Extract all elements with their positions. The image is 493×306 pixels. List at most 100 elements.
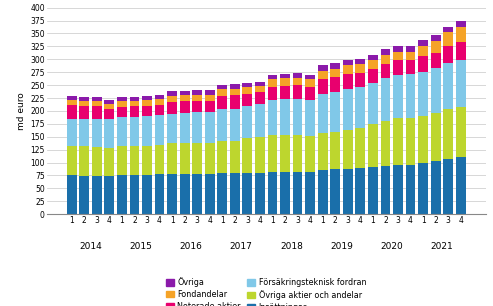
Bar <box>117 117 127 146</box>
Bar <box>167 91 177 96</box>
Bar <box>355 73 365 87</box>
Bar <box>368 167 378 214</box>
Bar <box>205 144 214 174</box>
Bar <box>355 128 365 168</box>
Bar <box>268 75 278 80</box>
Bar <box>431 41 441 53</box>
Bar <box>343 89 352 129</box>
Text: 2017: 2017 <box>230 242 252 251</box>
Bar <box>142 146 152 175</box>
Bar <box>67 100 76 105</box>
Bar <box>67 146 76 175</box>
Bar <box>180 95 189 101</box>
Bar <box>305 80 315 87</box>
Bar <box>355 168 365 214</box>
Bar <box>255 86 265 92</box>
Bar <box>406 51 416 60</box>
Bar <box>330 69 340 77</box>
Bar <box>155 95 165 99</box>
Bar <box>230 174 240 214</box>
Bar <box>431 161 441 214</box>
Bar <box>406 74 416 118</box>
Text: 2015: 2015 <box>129 242 152 251</box>
Bar <box>393 51 403 60</box>
Bar <box>217 141 227 174</box>
Bar <box>406 46 416 51</box>
Bar <box>130 175 140 214</box>
Bar <box>318 170 327 214</box>
Bar <box>155 145 165 174</box>
Bar <box>205 95 214 101</box>
Bar <box>255 174 265 214</box>
Bar <box>318 65 327 71</box>
Bar <box>381 121 390 166</box>
Bar <box>330 92 340 132</box>
Bar <box>217 109 227 141</box>
Bar <box>368 55 378 60</box>
Bar <box>130 106 140 117</box>
Bar <box>79 176 89 214</box>
Bar <box>268 172 278 214</box>
Bar <box>92 98 102 101</box>
Bar <box>130 101 140 106</box>
Bar <box>381 55 390 64</box>
Bar <box>456 157 466 214</box>
Bar <box>243 106 252 138</box>
Bar <box>418 46 428 56</box>
Text: 2018: 2018 <box>280 242 303 251</box>
Bar <box>105 176 114 214</box>
Bar <box>393 165 403 214</box>
Bar <box>318 94 327 132</box>
Bar <box>217 96 227 109</box>
Bar <box>431 35 441 41</box>
Bar <box>456 27 466 42</box>
Bar <box>268 135 278 172</box>
Bar <box>67 96 76 100</box>
Bar <box>155 105 165 115</box>
Bar <box>92 147 102 176</box>
Bar <box>117 146 127 175</box>
Bar <box>318 71 327 80</box>
Bar <box>355 65 365 73</box>
Bar <box>431 53 441 68</box>
Bar <box>92 106 102 119</box>
Bar <box>243 87 252 94</box>
Bar <box>293 172 303 214</box>
Bar <box>255 82 265 86</box>
Bar <box>155 99 165 105</box>
Bar <box>418 40 428 46</box>
Bar <box>381 166 390 214</box>
Bar <box>418 163 428 214</box>
Bar <box>230 89 240 95</box>
Bar <box>130 97 140 101</box>
Bar <box>456 42 466 60</box>
Bar <box>142 106 152 116</box>
Bar <box>418 56 428 72</box>
Bar <box>381 78 390 121</box>
Bar <box>192 144 202 174</box>
Legend: Övriga, Fondandelar, Noterade aktier, Försäkringsteknisk fordran, Övriga aktier : Övriga, Fondandelar, Noterade aktier, Fö… <box>163 274 369 306</box>
Bar <box>343 169 352 214</box>
Bar <box>79 119 89 146</box>
Bar <box>293 78 303 85</box>
Y-axis label: md euro: md euro <box>17 92 26 130</box>
Bar <box>180 101 189 113</box>
Bar <box>381 50 390 55</box>
Bar <box>406 165 416 214</box>
Bar <box>142 100 152 106</box>
Bar <box>230 109 240 141</box>
Bar <box>180 174 189 214</box>
Bar <box>180 113 189 144</box>
Bar <box>167 96 177 102</box>
Bar <box>393 118 403 165</box>
Bar <box>92 176 102 214</box>
Bar <box>280 172 290 214</box>
Bar <box>280 135 290 172</box>
Bar <box>443 46 453 63</box>
Text: 2020: 2020 <box>381 242 403 251</box>
Bar <box>79 98 89 101</box>
Bar <box>280 99 290 135</box>
Bar <box>92 101 102 106</box>
Bar <box>255 104 265 137</box>
Bar <box>280 86 290 99</box>
